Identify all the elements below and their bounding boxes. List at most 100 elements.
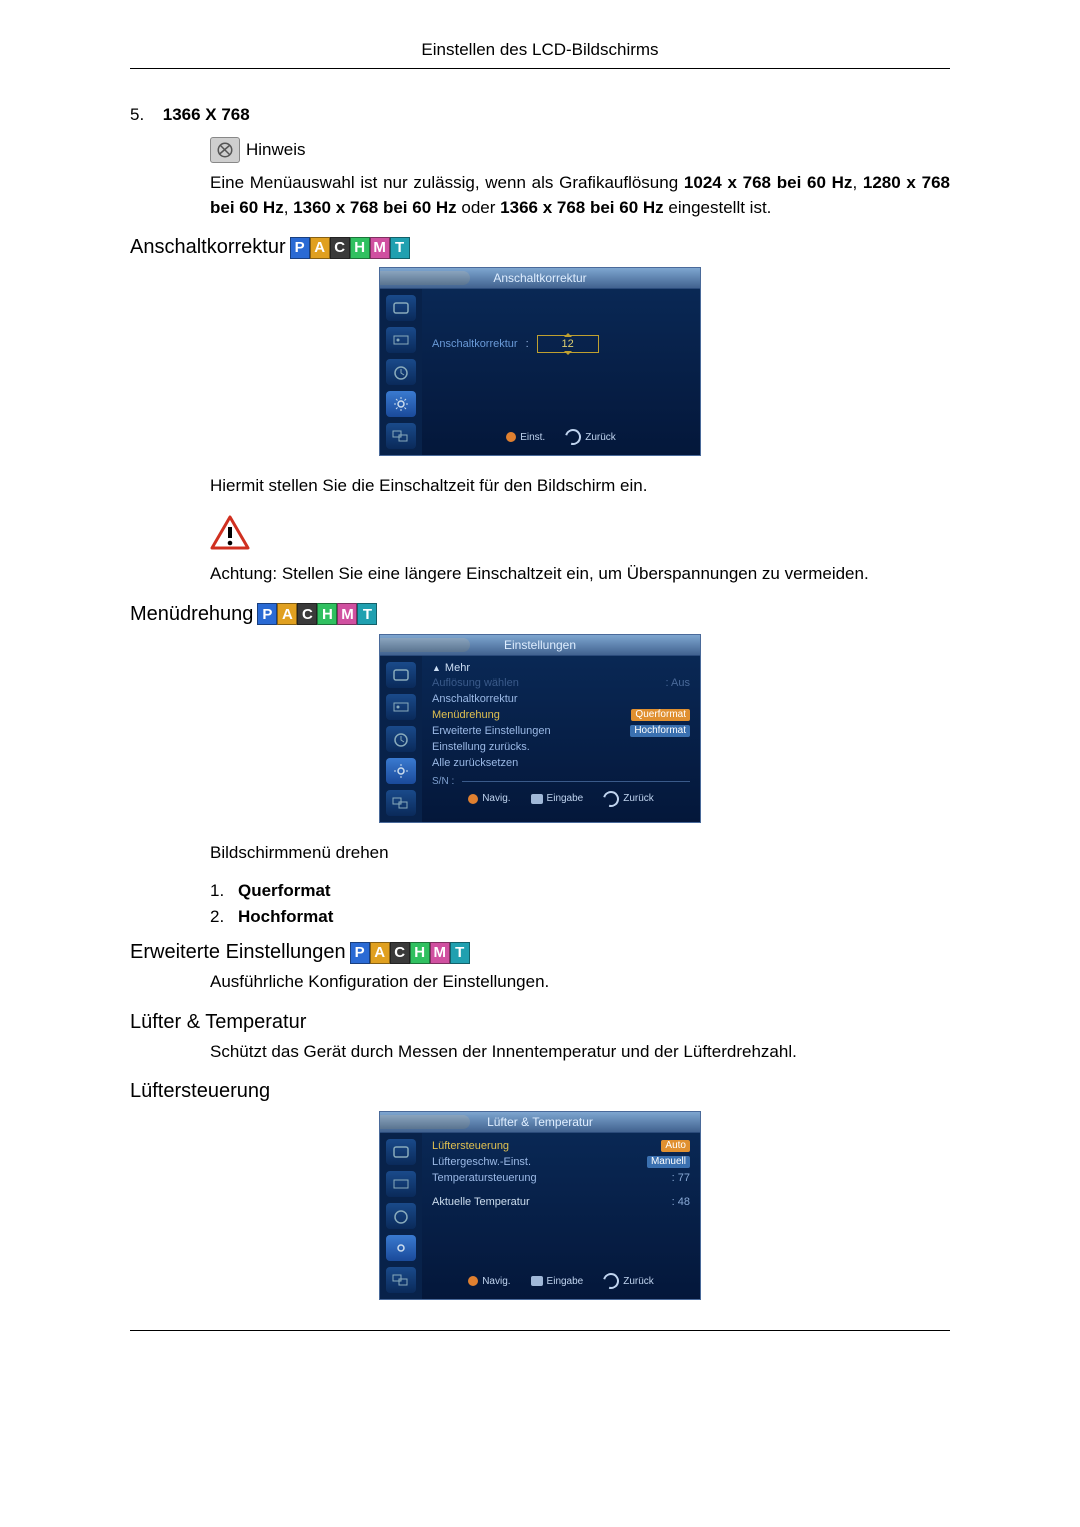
pachmt-badge: PACHMT <box>290 237 410 259</box>
osd-icon-multi[interactable] <box>386 790 416 816</box>
osd-foot-einst: Einst. <box>520 432 545 443</box>
osd-menu-item[interactable]: Erweiterte Einstellungen Hochformat <box>432 724 690 738</box>
osd-menu-label: Auflösung wählen <box>432 677 519 689</box>
osd-icon-time[interactable] <box>386 1203 416 1229</box>
osd-luefter: Lüfter & Temperatur LüftersteuerungAutoL… <box>379 1111 701 1300</box>
osd-slider-row: Anschaltkorrektur : 12 <box>432 335 690 353</box>
osd-menu-value: Auto <box>661 1140 690 1152</box>
pachmt-letter: P <box>350 942 370 964</box>
osd-menu-label: Lüftergeschw.-Einst. <box>432 1156 531 1168</box>
list-number: 2. <box>210 907 238 927</box>
anschalt-description: Hiermit stellen Sie die Einschaltzeit fü… <box>210 474 950 499</box>
nav-dot-icon <box>468 794 478 804</box>
warning-icon <box>210 515 250 556</box>
pachmt-letter: M <box>370 237 390 259</box>
pachmt-letter: A <box>310 237 330 259</box>
osd-title: Anschaltkorrektur <box>493 271 586 285</box>
osd-serial-row: S/N : <box>432 776 690 787</box>
note-label: Hinweis <box>246 140 306 160</box>
osd-foot-enter: Eingabe <box>547 1276 584 1287</box>
pachmt-letter: T <box>450 942 470 964</box>
osd-footer: Navig. Eingabe Zurück <box>432 787 690 813</box>
osd-foot-nav: Navig. <box>482 1276 510 1287</box>
osd-titlebar: Lüfter & Temperatur <box>380 1112 700 1133</box>
osd-icon-time[interactable] <box>386 726 416 752</box>
osd-colon: : <box>526 338 529 350</box>
heading-text: Anschaltkorrektur <box>130 236 286 259</box>
pachmt-letter: P <box>290 237 310 259</box>
osd-icon-picture[interactable] <box>386 694 416 720</box>
osd-icon-picture[interactable] <box>386 327 416 353</box>
osd-sidebar <box>380 289 422 455</box>
osd-icon-time[interactable] <box>386 359 416 385</box>
nav-dot-icon <box>506 432 516 442</box>
osd-menu-value: Querformat <box>631 709 690 721</box>
pachmt-letter: H <box>410 942 430 964</box>
pachmt-letter: C <box>297 603 317 625</box>
pachmt-letter: H <box>317 603 337 625</box>
pachmt-letter: T <box>390 237 410 259</box>
osd-foot-nav: Navig. <box>482 793 510 804</box>
osd-icon-multi[interactable] <box>386 1267 416 1293</box>
p1-b4: 1366 x 768 bei 60 Hz <box>500 198 664 217</box>
pachmt-letter: A <box>370 942 390 964</box>
osd-icon-input[interactable] <box>386 662 416 688</box>
list-text: 1366 X 768 <box>163 105 250 124</box>
achtung-text: Achtung: Stellen Sie eine längere Einsch… <box>210 562 950 587</box>
osd-footer: Navig. Eingabe Zurück <box>432 1269 690 1295</box>
osd-icon-settings[interactable] <box>386 758 416 784</box>
p1-m2: , <box>284 198 293 217</box>
list-number: 5. <box>130 105 158 125</box>
osd-menu-label: Erweiterte Einstellungen <box>432 725 551 737</box>
osd-menu-item[interactable]: Einstellung zurücks. <box>432 740 690 754</box>
pachmt-letter: C <box>330 237 350 259</box>
osd-menu-label: Lüftersteuerung <box>432 1140 509 1152</box>
osd-icon-settings[interactable] <box>386 1235 416 1261</box>
osd-menu-label: Alle zurücksetzen <box>432 757 518 769</box>
heading-text: Erweiterte Einstellungen <box>130 941 346 964</box>
akt-label: Aktuelle Temperatur <box>432 1196 530 1208</box>
heading-luefter-temperatur: Lüfter & Temperatur <box>130 1011 950 1034</box>
osd-menu-item[interactable]: Lüftersteuerung Auto <box>432 1139 690 1153</box>
pachmt-letter: C <box>390 942 410 964</box>
osd-icon-picture[interactable] <box>386 1171 416 1197</box>
heading-anschaltkorrektur: Anschaltkorrektur PACHMT <box>130 236 950 259</box>
osd-menu-item[interactable]: Lüftergeschw.-Einst. Manuell <box>432 1155 690 1169</box>
list-text: Querformat <box>238 881 331 900</box>
osd-menu-value: : Aus <box>666 677 690 689</box>
enter-icon <box>531 794 543 804</box>
pachmt-letter: H <box>350 237 370 259</box>
back-icon <box>562 426 584 448</box>
osd-menu-item[interactable]: Anschaltkorrektur <box>432 692 690 706</box>
osd-menu-item[interactable]: Auflösung wählen : Aus <box>432 676 690 690</box>
osd-foot-zurueck: Zurück <box>585 432 616 443</box>
osd-icon-multi[interactable] <box>386 423 416 449</box>
pachmt-badge: PACHMT <box>257 603 377 625</box>
p1-m1: , <box>852 173 862 192</box>
p1-m3: oder <box>457 198 500 217</box>
orientation-list-item: 2.Hochformat <box>210 907 950 927</box>
osd-menu-value: Manuell <box>647 1156 690 1168</box>
list-number: 1. <box>210 881 238 901</box>
osd-anschaltkorrektur: Anschaltkorrektur Anschaltkorrektur : <box>379 267 701 456</box>
osd-mehr[interactable]: Mehr <box>432 662 690 674</box>
osd-menu-value: Hochformat <box>630 725 690 737</box>
osd-title: Lüfter & Temperatur <box>487 1115 593 1129</box>
osd-menu-item[interactable]: MenüdrehungQuerformat <box>432 708 690 722</box>
back-icon <box>600 1271 622 1293</box>
osd-foot-back: Zurück <box>623 1276 654 1287</box>
osd-icon-input[interactable] <box>386 295 416 321</box>
osd-menu-item[interactable]: Alle zurücksetzen <box>432 756 690 770</box>
osd-menu-label: Temperatursteuerung <box>432 1172 537 1184</box>
pachmt-letter: T <box>357 603 377 625</box>
orientation-list-item: 1.Querformat <box>210 881 950 901</box>
pachmt-letter: A <box>277 603 297 625</box>
osd-foot-enter: Eingabe <box>547 793 584 804</box>
osd-menu-item[interactable]: Temperatursteuerung: 77 <box>432 1171 690 1185</box>
akt-val: : 48 <box>672 1196 690 1208</box>
osd-slider-value[interactable]: 12 <box>537 335 599 353</box>
note-row: Hinweis <box>210 137 950 163</box>
osd-icon-input[interactable] <box>386 1139 416 1165</box>
note-paragraph: Eine Menüauswahl ist nur zulässig, wenn … <box>210 171 950 220</box>
osd-icon-settings[interactable] <box>386 391 416 417</box>
